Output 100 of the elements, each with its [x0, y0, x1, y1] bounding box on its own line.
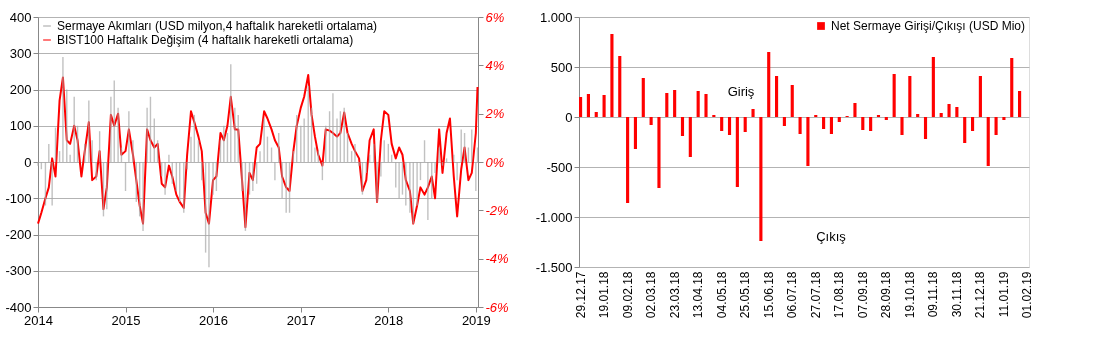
y-tick-label: 400 — [9, 9, 32, 25]
bar — [884, 117, 888, 120]
bar — [798, 117, 802, 134]
x-tick-label: 13.04.18 — [691, 271, 706, 319]
bar — [923, 117, 928, 139]
legend-label: Sermaye Akımları (USD milyon,4 haftalık hareketli ortalama) — [57, 19, 378, 33]
bar — [963, 117, 967, 143]
x-tick-label: 29.12.17 — [573, 271, 588, 319]
annotation: Giriş — [727, 84, 755, 99]
bar — [618, 56, 622, 117]
bar — [955, 107, 959, 117]
x-tick-label: 25.05.18 — [738, 271, 753, 319]
bar — [657, 117, 661, 188]
y-tick-label: 200 — [9, 82, 32, 97]
bar — [641, 78, 645, 117]
y-tick-label: 100 — [9, 118, 32, 134]
y-tick-label: -500 — [546, 159, 573, 175]
bar — [782, 117, 786, 126]
bar — [853, 103, 857, 117]
x-tick-label: 28.09.18 — [879, 271, 894, 319]
bar — [610, 34, 614, 117]
bar — [586, 94, 590, 117]
bar — [704, 94, 708, 117]
x-tick-label: 17.08.18 — [832, 271, 847, 319]
line-series — [37, 74, 479, 229]
x-tick-label: 2019 — [461, 312, 491, 328]
bar — [822, 117, 826, 129]
x-tick-label: 2014 — [24, 312, 53, 328]
bar — [1002, 117, 1006, 120]
x-tick-label: 2016 — [199, 312, 228, 328]
bar — [633, 117, 638, 149]
bar — [579, 97, 583, 117]
y2-tick-label: 2% — [484, 106, 505, 122]
bar — [869, 117, 873, 131]
x-tick-label: 30.11.18 — [949, 271, 964, 318]
bar — [790, 85, 794, 117]
x-tick-label: 23.03.18 — [667, 271, 682, 319]
bar — [727, 117, 732, 135]
bar — [994, 117, 998, 135]
bar — [735, 117, 739, 187]
y-tick-label: 1.000 — [539, 9, 573, 25]
y-tick-label: 500 — [550, 59, 573, 75]
bar — [970, 117, 975, 131]
bar — [751, 109, 755, 117]
x-tick-label: 2017 — [286, 312, 316, 328]
bar — [688, 117, 692, 157]
bar — [892, 74, 896, 117]
x-tick-label: 2018 — [374, 312, 404, 328]
bar — [1010, 58, 1014, 117]
bar — [931, 57, 935, 117]
bar — [939, 113, 943, 117]
bar — [986, 117, 990, 166]
y-tick-label: -100 — [5, 190, 32, 206]
bar — [759, 117, 763, 241]
bar — [743, 117, 747, 132]
bar — [837, 117, 841, 122]
y-tick-label: -1.500 — [535, 259, 573, 275]
y-tick-label: -200 — [5, 227, 32, 242]
y2-tick-label: -6% — [485, 299, 509, 315]
y2-tick-label: 0% — [485, 154, 505, 170]
x-tick-label: 11.01.19 — [996, 271, 1011, 318]
legend-label: Net Sermaye Girişi/Çıkışı (USD Mio) — [831, 19, 1026, 33]
bar — [774, 76, 779, 117]
bar — [829, 117, 834, 134]
legend-label: BIST100 Haftalık Değişim (4 haftalık hareketli ortalama) — [57, 33, 354, 47]
bar — [696, 91, 700, 117]
bar — [767, 52, 771, 117]
x-tick-label: 19.01.18 — [597, 271, 612, 319]
bar — [594, 112, 598, 117]
bar — [978, 76, 982, 117]
x-tick-label: 21.12.18 — [973, 271, 988, 319]
y2-tick-label: -4% — [485, 251, 509, 267]
bar — [1018, 91, 1022, 117]
bar — [680, 117, 685, 136]
bar — [626, 117, 630, 203]
bar — [916, 114, 920, 117]
y-tick-label: -1.000 — [535, 209, 573, 225]
x-tick-label: 02.03.18 — [644, 271, 659, 319]
annotation: Çıkış — [816, 229, 847, 244]
x-tick-label: 15.06.18 — [761, 271, 776, 319]
bar — [861, 117, 865, 130]
x-tick-label: 04.05.18 — [714, 271, 729, 319]
bar — [649, 117, 653, 125]
bar — [602, 95, 606, 117]
bar — [947, 104, 951, 117]
y-tick-label: 300 — [9, 45, 32, 61]
bar — [720, 117, 724, 131]
y-tick-label: 0 — [565, 109, 573, 125]
x-tick-label: 2015 — [111, 312, 141, 328]
bar — [900, 117, 904, 135]
x-tick-label: 06.07.18 — [785, 271, 800, 319]
x-tick-label: 19.10.18 — [902, 271, 917, 319]
x-tick-label: 07.09.18 — [855, 271, 870, 319]
bar — [806, 117, 810, 166]
x-tick-label: 01.02.19 — [1020, 271, 1035, 319]
y-tick-label: -300 — [5, 263, 32, 279]
x-tick-label: 09.02.18 — [620, 271, 635, 319]
y-tick-label: -400 — [5, 299, 32, 315]
bar — [673, 90, 677, 117]
bar — [665, 93, 669, 117]
